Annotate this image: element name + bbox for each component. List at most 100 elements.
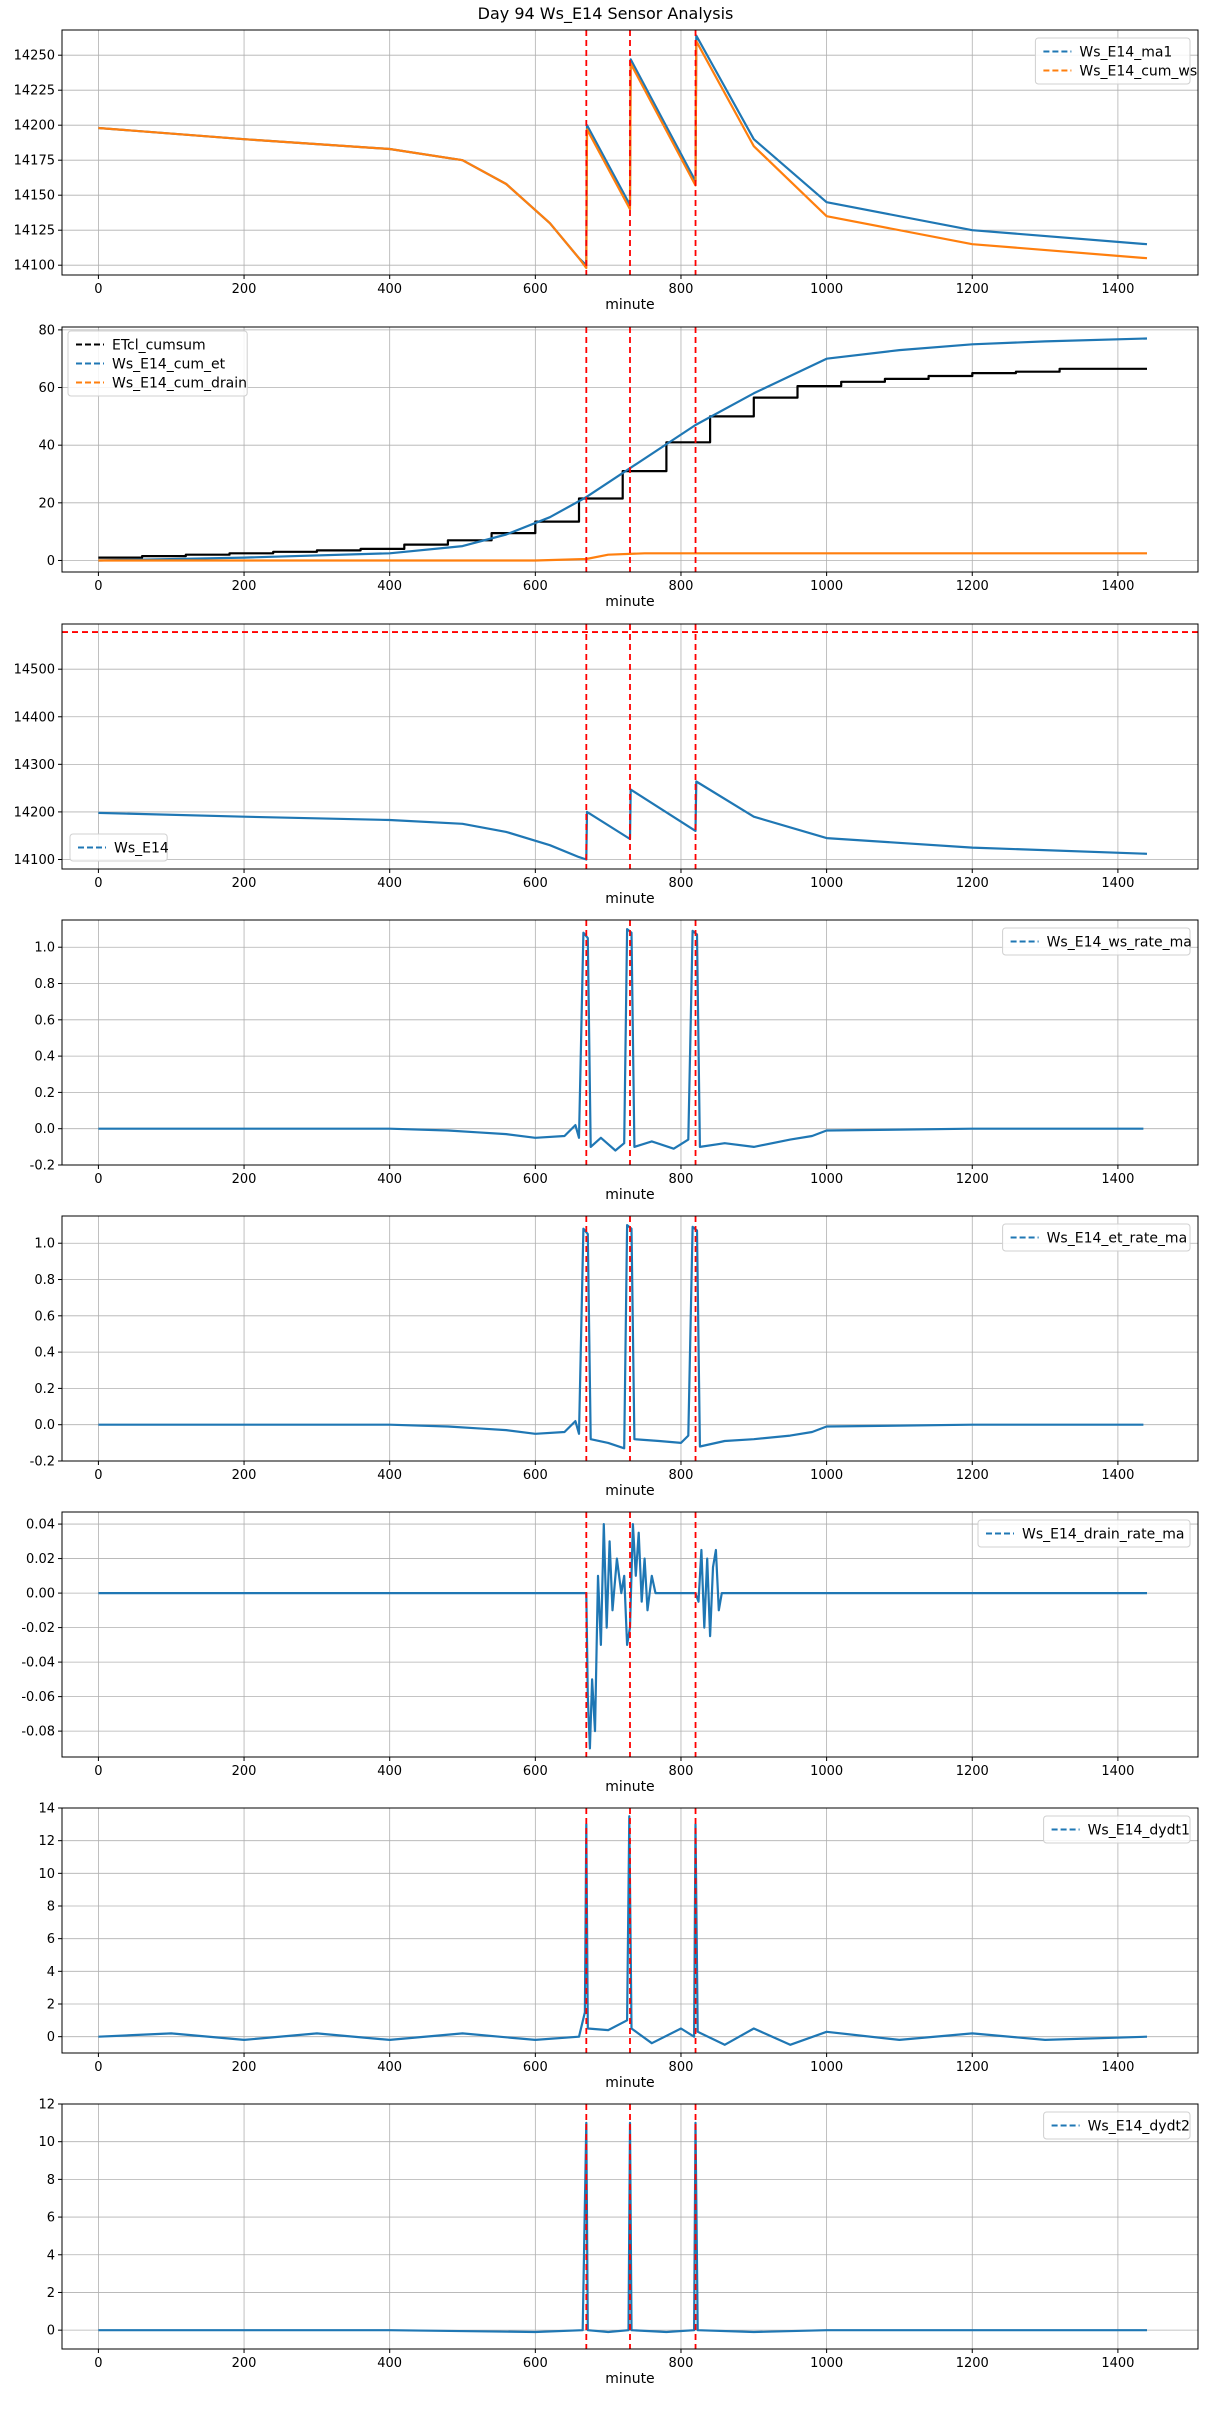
x-tick-label: 400 <box>377 1468 402 1483</box>
y-tick-label: 10 <box>38 1867 55 1882</box>
series-group <box>98 2104 1147 2349</box>
series-line-ws-e14-cum-drain <box>98 552 1147 562</box>
x-tick-label: 0 <box>94 282 102 297</box>
y-tick-label: -0.08 <box>21 1725 55 1740</box>
x-tick-label: 600 <box>523 1468 548 1483</box>
x-tick-label: 800 <box>669 2356 694 2371</box>
x-tick-label: 800 <box>669 876 694 891</box>
x-tick-label: 600 <box>523 2356 548 2371</box>
x-tick-label: 400 <box>377 579 402 594</box>
y-tick-label: 0 <box>47 554 55 569</box>
series-line-ws-e14-drain-rate-ma <box>98 1523 1147 1750</box>
x-tick-label: 1000 <box>810 1172 843 1187</box>
y-tick-label: 12 <box>38 1834 55 1849</box>
y-tick-label: 0.0 <box>34 1122 55 1137</box>
subplot-5: 0 200 400 600 800 1000 1200 1400 -0.2 0.0 0.2 0.4 0.… <box>30 1215 1199 1499</box>
x-axis-label: minute <box>605 2075 654 2091</box>
y-tick-label: 14100 <box>14 259 55 274</box>
series-group <box>98 30 1148 275</box>
subplot-3: 0 200 400 600 800 1000 1200 1400 14100 14200 14300… <box>14 623 1199 907</box>
y-tick-label: -0.2 <box>30 1159 55 1174</box>
x-tick-label: 1400 <box>1101 876 1134 891</box>
legend: Ws_E14 <box>69 833 169 862</box>
legend-entry: Ws_E14_ma1 <box>1079 45 1172 61</box>
y-tick-label: 0.6 <box>34 1309 55 1324</box>
series-line-ws-e14-dydt1 <box>98 1815 1148 2046</box>
x-tick-label: 0 <box>94 2060 102 2075</box>
x-tick-label: 1400 <box>1101 1764 1134 1779</box>
x-tick-label: 200 <box>232 876 257 891</box>
x-tick-label: 0 <box>94 876 102 891</box>
subplot-7: 0 200 400 600 800 1000 1200 1400 0 2 4 6 8 10 12 14 minu… <box>38 1802 1199 2091</box>
x-tick-label: 800 <box>669 1764 694 1779</box>
y-tick-label: 10 <box>38 2135 55 2150</box>
x-tick-label: 200 <box>232 1764 257 1779</box>
series-group <box>98 1512 1147 1757</box>
legend: Ws_E14_drain_rate_ma <box>977 1519 1191 1548</box>
axes-frame <box>61 29 1199 276</box>
series-group <box>62 624 1198 869</box>
x-tick-label: 1200 <box>956 579 989 594</box>
series-group <box>98 327 1148 572</box>
y-tick-label: 0.8 <box>34 977 55 992</box>
x-tick-label: 400 <box>377 876 402 891</box>
legend: Ws_E14_et_rate_ma <box>1002 1223 1191 1252</box>
y-tick-label: 12 <box>38 2098 55 2113</box>
y-tick-label: 6 <box>47 2211 55 2226</box>
y-tick-label: 14 <box>38 1802 55 1817</box>
x-tick-label: 1000 <box>810 876 843 891</box>
x-tick-label: 600 <box>523 876 548 891</box>
series-line-ws-e14-ws-rate-ma <box>98 928 1144 1152</box>
x-tick-label: 400 <box>377 2356 402 2371</box>
y-tick-label: 2 <box>47 2286 55 2301</box>
x-tick-label: 1000 <box>810 1764 843 1779</box>
x-axis-label: minute <box>605 891 654 907</box>
y-tick-label: 0 <box>47 2324 55 2339</box>
y-tick-label: 14175 <box>14 154 55 169</box>
x-tick-label: 1400 <box>1101 2356 1134 2371</box>
series-line-ws-e14-ma1 <box>98 34 1148 267</box>
x-tick-label: 1000 <box>810 282 843 297</box>
x-tick-label: 400 <box>377 2060 402 2075</box>
series-line-ws-e14-et-rate-ma <box>98 1224 1144 1450</box>
x-tick-label: 200 <box>232 579 257 594</box>
x-tick-label: 800 <box>669 1468 694 1483</box>
legend-entry: Ws_E14 <box>114 841 169 857</box>
y-tick-label: 0.8 <box>34 1273 55 1288</box>
y-tick-label: 14500 <box>14 663 55 678</box>
x-tick-label: 1200 <box>956 282 989 297</box>
axes-frame <box>61 623 1199 870</box>
series-group <box>98 1808 1148 2053</box>
x-tick-label: 0 <box>94 1468 102 1483</box>
x-tick-label: 1400 <box>1101 1468 1134 1483</box>
y-tick-label: 8 <box>47 1900 55 1915</box>
y-tick-label: 0.0 <box>34 1418 55 1433</box>
x-tick-label: 600 <box>523 1172 548 1187</box>
series-group <box>98 920 1144 1165</box>
x-tick-label: 1400 <box>1101 2060 1134 2075</box>
y-tick-label: 14250 <box>14 49 55 64</box>
x-axis-label: minute <box>605 1779 654 1795</box>
x-tick-label: 600 <box>523 282 548 297</box>
x-tick-label: 0 <box>94 1764 102 1779</box>
subplot-8: 0 200 400 600 800 1000 1200 1400 0 2 4 6 8 10 12 minute… <box>38 2098 1199 2387</box>
y-tick-label: 14125 <box>14 224 55 239</box>
legend-box <box>1002 927 1191 956</box>
y-tick-label: 1.0 <box>34 941 55 956</box>
series-line-ws-e14 <box>98 780 1148 861</box>
y-tick-label: 0.4 <box>34 1346 55 1361</box>
x-tick-label: 1200 <box>956 1468 989 1483</box>
axes-frame <box>61 919 1199 1166</box>
x-tick-label: 800 <box>669 282 694 297</box>
x-tick-label: 0 <box>94 579 102 594</box>
y-tick-label: -0.04 <box>21 1656 55 1671</box>
y-tick-label: 60 <box>38 381 55 396</box>
x-tick-label: 400 <box>377 1172 402 1187</box>
x-tick-label: 1400 <box>1101 282 1134 297</box>
x-tick-label: 1400 <box>1101 579 1134 594</box>
x-tick-label: 200 <box>232 2356 257 2371</box>
subplot-2: 0 200 400 600 800 1000 1200 1400 0 20 40 60 80 minute… <box>38 323 1199 610</box>
series-line-ws-e14-cum-ws <box>98 40 1148 270</box>
legend: Ws_E14_ma1 Ws_E14_cum_ws <box>1034 37 1197 85</box>
